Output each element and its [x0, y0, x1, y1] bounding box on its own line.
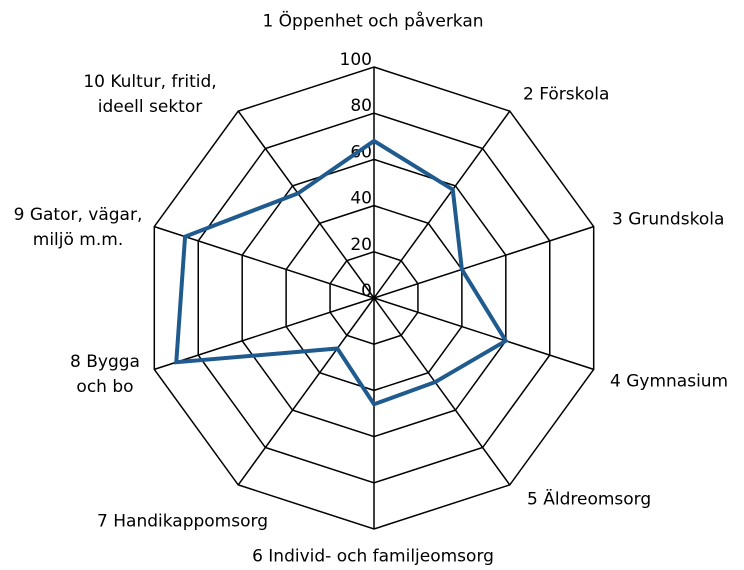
spoke — [154, 297, 375, 371]
axis-label: 6 Individ- och familjeomsorg — [252, 546, 494, 567]
axis-label: 3 Grundskola — [612, 209, 725, 230]
axis-label: 10 Kultur, fritid, ideell sektor — [83, 72, 217, 117]
tick-label: 0 — [361, 281, 372, 301]
series-line — [174, 138, 509, 407]
axis-label: 4 Gymnasium — [610, 371, 729, 392]
axis-label: 5 Äldreomsorg — [527, 489, 652, 510]
axis-label: 7 Handikappomsorg — [97, 511, 268, 532]
spoke — [373, 297, 594, 371]
spoke — [373, 297, 511, 486]
spoke — [237, 110, 375, 299]
tick-label: 20 — [350, 235, 372, 255]
axis-label: 2 Förskola — [523, 84, 610, 105]
spoke — [237, 297, 375, 486]
axis-label: 8 Bygga och bo — [70, 352, 140, 397]
tick-label: 40 — [350, 189, 372, 209]
axis-label: 9 Gator, vägar, miljö m.m. — [13, 205, 143, 250]
tick-label: 100 — [340, 50, 372, 70]
axis-label: 1 Öppenhet och påverkan — [262, 11, 484, 32]
spoke — [154, 225, 375, 299]
spoke — [373, 225, 594, 299]
tick-label: 80 — [350, 96, 372, 116]
spoke — [373, 110, 511, 299]
